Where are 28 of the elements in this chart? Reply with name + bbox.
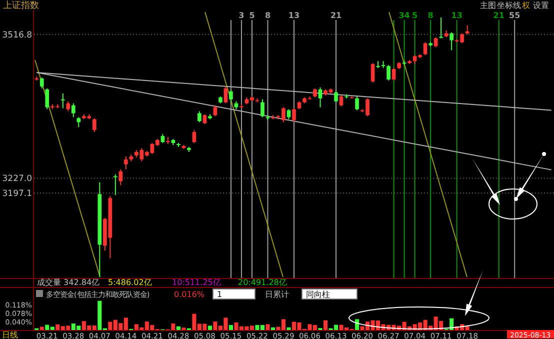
annotation: 13: [451, 11, 462, 20]
annotation: 10:511.25亿: [172, 278, 221, 287]
annotation: 8: [264, 11, 271, 20]
text: 日线: [2, 330, 18, 339]
chart-title: 上证指数: [3, 0, 39, 11]
y-tick-label: 3197.1: [2, 189, 32, 200]
annotation: 5:486.02亿: [108, 278, 152, 287]
annotation: 34: [398, 11, 410, 20]
annotation: 0.016%: [174, 290, 205, 299]
annotation: 3: [238, 11, 244, 20]
annotation: 5: [249, 11, 256, 20]
annotation: 8: [428, 11, 434, 20]
y-tick-label: 3516.8: [2, 30, 32, 40]
y-tick-label: 3227.0: [2, 174, 32, 184]
text: 主图: [480, 1, 496, 10]
annotation: 同向柱: [306, 290, 330, 299]
annotation: 20:491.28亿: [238, 278, 287, 287]
text: 权: [521, 1, 530, 10]
annotation: 1: [217, 290, 222, 299]
annotation: 21: [493, 11, 505, 20]
annotation: 13: [288, 11, 300, 20]
annotation: 55: [509, 11, 521, 20]
text: 设置: [533, 1, 549, 10]
text: 坐标线: [497, 1, 521, 10]
annotation: 成交量 342.84亿: [37, 278, 100, 287]
annotation: 21: [330, 11, 342, 20]
annotation: 5: [412, 11, 418, 20]
annotation: 日累计: [265, 290, 289, 299]
